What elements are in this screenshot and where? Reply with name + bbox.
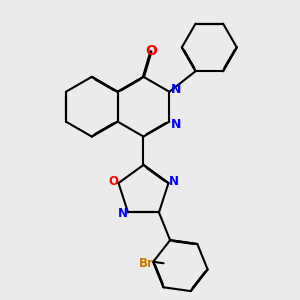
Text: N: N bbox=[171, 118, 181, 130]
Text: N: N bbox=[171, 83, 181, 96]
Text: N: N bbox=[169, 175, 179, 188]
Text: N: N bbox=[118, 208, 128, 220]
Text: O: O bbox=[108, 175, 118, 188]
Text: O: O bbox=[145, 44, 157, 58]
Text: Br: Br bbox=[139, 257, 154, 270]
